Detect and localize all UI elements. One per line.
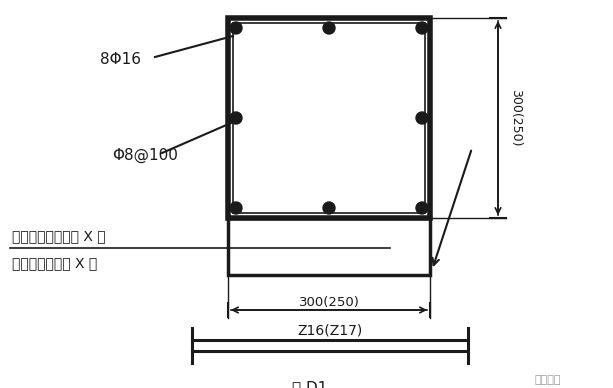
Circle shape xyxy=(230,22,242,34)
Text: 图 D1: 图 D1 xyxy=(292,380,328,388)
Text: Z16(Z17): Z16(Z17) xyxy=(297,324,363,338)
Circle shape xyxy=(230,112,242,124)
Circle shape xyxy=(323,22,335,34)
Bar xyxy=(228,218,430,275)
Text: 或工程洽商记录 X 号: 或工程洽商记录 X 号 xyxy=(12,256,97,270)
Text: 300(250): 300(250) xyxy=(509,89,522,147)
Circle shape xyxy=(416,22,428,34)
Circle shape xyxy=(416,112,428,124)
Text: 见设计变更通知单 X 号: 见设计变更通知单 X 号 xyxy=(12,229,105,243)
Text: 豆丁施工: 豆丁施工 xyxy=(535,375,562,385)
Text: 300(250): 300(250) xyxy=(299,296,359,309)
Text: Φ8@100: Φ8@100 xyxy=(112,148,178,163)
Bar xyxy=(233,23,425,213)
Circle shape xyxy=(230,202,242,214)
Circle shape xyxy=(416,202,428,214)
Text: 8Φ16: 8Φ16 xyxy=(100,52,141,67)
Circle shape xyxy=(323,202,335,214)
Bar xyxy=(228,18,430,218)
